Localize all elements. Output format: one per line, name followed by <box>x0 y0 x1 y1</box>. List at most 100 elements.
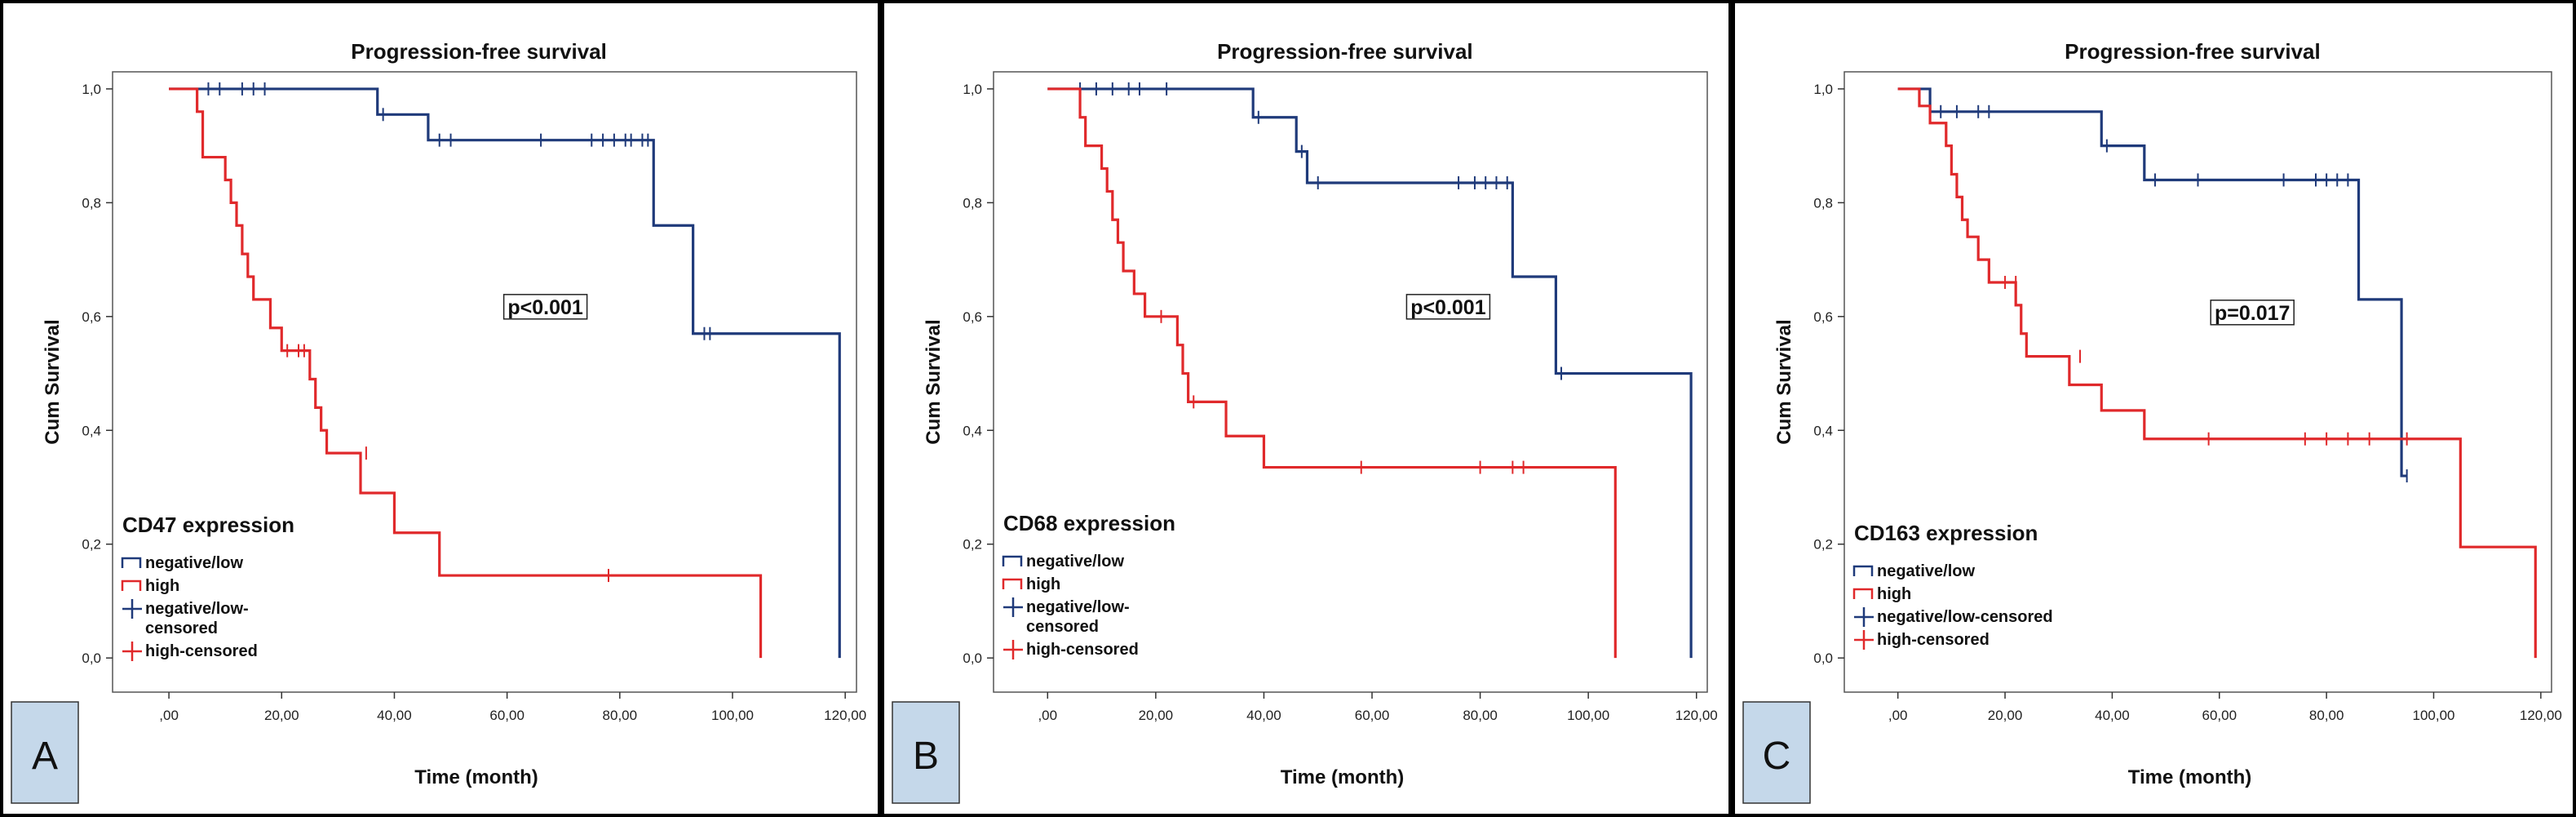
legend-title: CD68 expression <box>1003 511 1175 535</box>
x-axis-label: Time (month) <box>2128 766 2252 788</box>
y-tick-label: 0,6 <box>1813 309 1833 325</box>
y-tick-label: 0,2 <box>82 537 101 553</box>
panel-label: B <box>913 735 939 778</box>
legend-label-line: negative/low- <box>1026 598 1130 616</box>
legend-swatch-high <box>121 579 142 591</box>
x-tick-label: 40,00 <box>377 708 412 723</box>
km-curve-high <box>1047 87 1617 659</box>
x-tick-label: 100,00 <box>2413 708 2455 723</box>
legend-label: negative/low-censored <box>145 600 249 637</box>
x-tick-label: 20,00 <box>264 708 299 723</box>
legend-title: CD163 expression <box>1854 521 2038 545</box>
p-value: p=0.017 <box>2215 302 2290 325</box>
panel-border <box>0 0 881 817</box>
y-axis-label: Cum Survival <box>42 319 64 444</box>
panel-label-box <box>892 701 960 804</box>
legend-label-line: censored <box>145 619 218 637</box>
legend-swatch-high <box>1852 588 1874 599</box>
plot-frame <box>112 71 857 693</box>
p-value-box <box>1405 294 1491 320</box>
panel-label: A <box>32 735 58 778</box>
y-tick-label: 1,0 <box>1813 82 1833 97</box>
x-tick-label: 120,00 <box>2520 708 2562 723</box>
y-tick-label: 0,2 <box>1813 537 1833 553</box>
x-tick-label: 80,00 <box>1463 708 1498 723</box>
x-tick-label: 100,00 <box>1567 708 1609 723</box>
panel-label-box <box>11 701 79 804</box>
y-tick-label: 0,8 <box>82 195 101 211</box>
y-tick-label: 0,8 <box>963 195 982 211</box>
x-tick-label: 100,00 <box>711 708 754 723</box>
y-axis-label: Cum Survival <box>1773 319 1795 444</box>
y-tick-label: 0,2 <box>963 537 982 553</box>
x-tick-label: ,00 <box>159 708 179 723</box>
km-curve-negative-low <box>1897 87 2407 477</box>
x-axis-label: Time (month) <box>1281 766 1405 788</box>
x-tick-label: 80,00 <box>603 708 638 723</box>
x-tick-label: ,00 <box>1038 708 1057 723</box>
plot-frame <box>1843 71 2552 693</box>
legend-label: negative/low <box>1877 562 1975 580</box>
chart-title: Progression-free survival <box>1217 39 1473 64</box>
km-curve-high <box>169 87 763 659</box>
y-tick-label: 0,6 <box>963 309 982 325</box>
x-tick-label: 120,00 <box>824 708 866 723</box>
p-value-box <box>502 294 588 320</box>
y-tick-label: 0,0 <box>1813 650 1833 666</box>
km-curve-negative-low <box>169 87 841 659</box>
x-tick-label: 40,00 <box>2095 708 2130 723</box>
legend-label: high-censored <box>145 642 258 660</box>
legend-swatch-negative-low <box>121 557 142 568</box>
km-curve-negative-low <box>1047 87 1693 659</box>
legend-label: high-censored <box>1877 631 1990 649</box>
legend-swatch-negative-low <box>1852 565 1874 576</box>
legend-label-line: censored <box>1026 618 1099 636</box>
legend-swatch-negative-low <box>1002 555 1023 566</box>
panel-border <box>1732 0 2576 817</box>
x-tick-label: 80,00 <box>2309 708 2344 723</box>
chart-title: Progression-free survival <box>2065 39 2321 64</box>
legend-label: high <box>1877 585 1911 603</box>
x-tick-label: 40,00 <box>1246 708 1281 723</box>
panel-a: Progression-free survival 0,0 0,2 0,4 0,6 0,8… <box>0 0 881 817</box>
y-tick-label: 1,0 <box>963 82 982 97</box>
y-tick-label: 0,0 <box>82 650 101 666</box>
panel-b: Progression-free survival 0,0 0,2 0,4 0,6 0,8… <box>881 0 1732 817</box>
legend-label-line: negative/low- <box>145 600 249 618</box>
p-value: p<0.001 <box>507 296 583 319</box>
legend-label: high <box>1026 575 1060 593</box>
y-tick-label: 0,8 <box>1813 195 1833 211</box>
y-tick-label: 1,0 <box>82 82 101 97</box>
y-tick-label: 0,4 <box>82 423 101 438</box>
legend-label: negative/low <box>145 554 243 572</box>
legend-label: negative/low <box>1026 553 1124 571</box>
panel-label: C <box>1763 735 1791 778</box>
p-value: p<0.001 <box>1410 296 1486 319</box>
y-tick-label: 0,4 <box>963 423 982 438</box>
x-tick-label: 60,00 <box>489 708 524 723</box>
x-tick-label: 120,00 <box>1675 708 1718 723</box>
p-value-box <box>2210 300 2295 326</box>
x-tick-label: 60,00 <box>2202 708 2237 723</box>
y-tick-label: 0,4 <box>1813 423 1833 438</box>
x-axis-label: Time (month) <box>414 766 538 788</box>
x-tick-label: 20,00 <box>1988 708 2023 723</box>
legend-label: high-censored <box>1026 641 1139 659</box>
x-tick-label: 60,00 <box>1355 708 1390 723</box>
chart-title: Progression-free survival <box>351 39 607 64</box>
x-tick-label: ,00 <box>1888 708 1908 723</box>
y-axis-label: Cum Survival <box>923 319 945 444</box>
legend-swatch-high <box>1002 578 1023 589</box>
km-curve-high <box>1897 87 2537 659</box>
panel-c: Progression-free survival 0,0 0,2 0,4 0,6 0,8… <box>1732 0 2576 817</box>
x-tick-label: 20,00 <box>1139 708 1174 723</box>
legend-label: high <box>145 577 179 595</box>
legend-label: negative/low-censored <box>1877 608 2053 626</box>
legend-title: CD47 expression <box>122 513 294 537</box>
panel-label-box <box>1742 701 1811 804</box>
legend-label: negative/low-censored <box>1026 598 1130 636</box>
y-tick-label: 0,6 <box>82 309 101 325</box>
y-tick-label: 0,0 <box>963 650 982 666</box>
panel-border <box>881 0 1732 817</box>
